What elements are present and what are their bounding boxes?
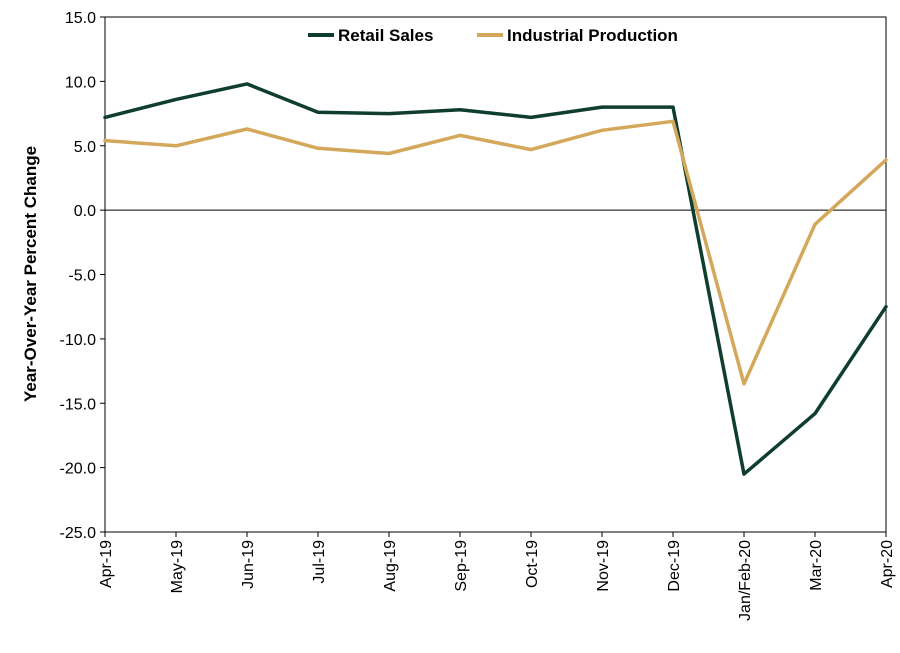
y-tick-label: -25.0 xyxy=(60,525,97,542)
legend-label: Industrial Production xyxy=(507,26,678,45)
x-tick-label: Nov-19 xyxy=(595,540,612,592)
series-line-retail-sales xyxy=(103,82,888,476)
legend-label: Retail Sales xyxy=(338,26,433,45)
y-tick-label: -5.0 xyxy=(68,268,96,285)
x-tick-label: Oct-19 xyxy=(524,540,541,588)
x-tick-label: Dec-19 xyxy=(666,540,683,592)
y-tick-label: 0.0 xyxy=(74,203,96,220)
x-tick-label: Apr-19 xyxy=(98,540,115,588)
x-tick-label: Aug-19 xyxy=(382,540,399,592)
y-tick-label: -20.0 xyxy=(60,461,97,478)
y-tick-label: 10.0 xyxy=(65,74,96,91)
y-tick-label: 15.0 xyxy=(65,10,96,27)
x-tick-label: Jun-19 xyxy=(240,540,257,589)
x-tick-label: Apr-20 xyxy=(879,540,896,588)
y-tick-label: 5.0 xyxy=(74,139,96,156)
y-axis-label: Year-Over-Year Percent Change xyxy=(21,146,40,402)
x-tick-label: Jul-19 xyxy=(311,540,328,584)
y-tick-label: -10.0 xyxy=(60,332,97,349)
y-tick-label: -15.0 xyxy=(60,396,97,413)
series-line-industrial-production xyxy=(103,119,888,386)
x-tick-label: May-19 xyxy=(169,540,186,593)
x-tick-label: Mar-20 xyxy=(808,540,825,591)
x-tick-label: Jan/Feb-20 xyxy=(737,540,754,621)
x-tick-label: Sep-19 xyxy=(453,540,470,592)
